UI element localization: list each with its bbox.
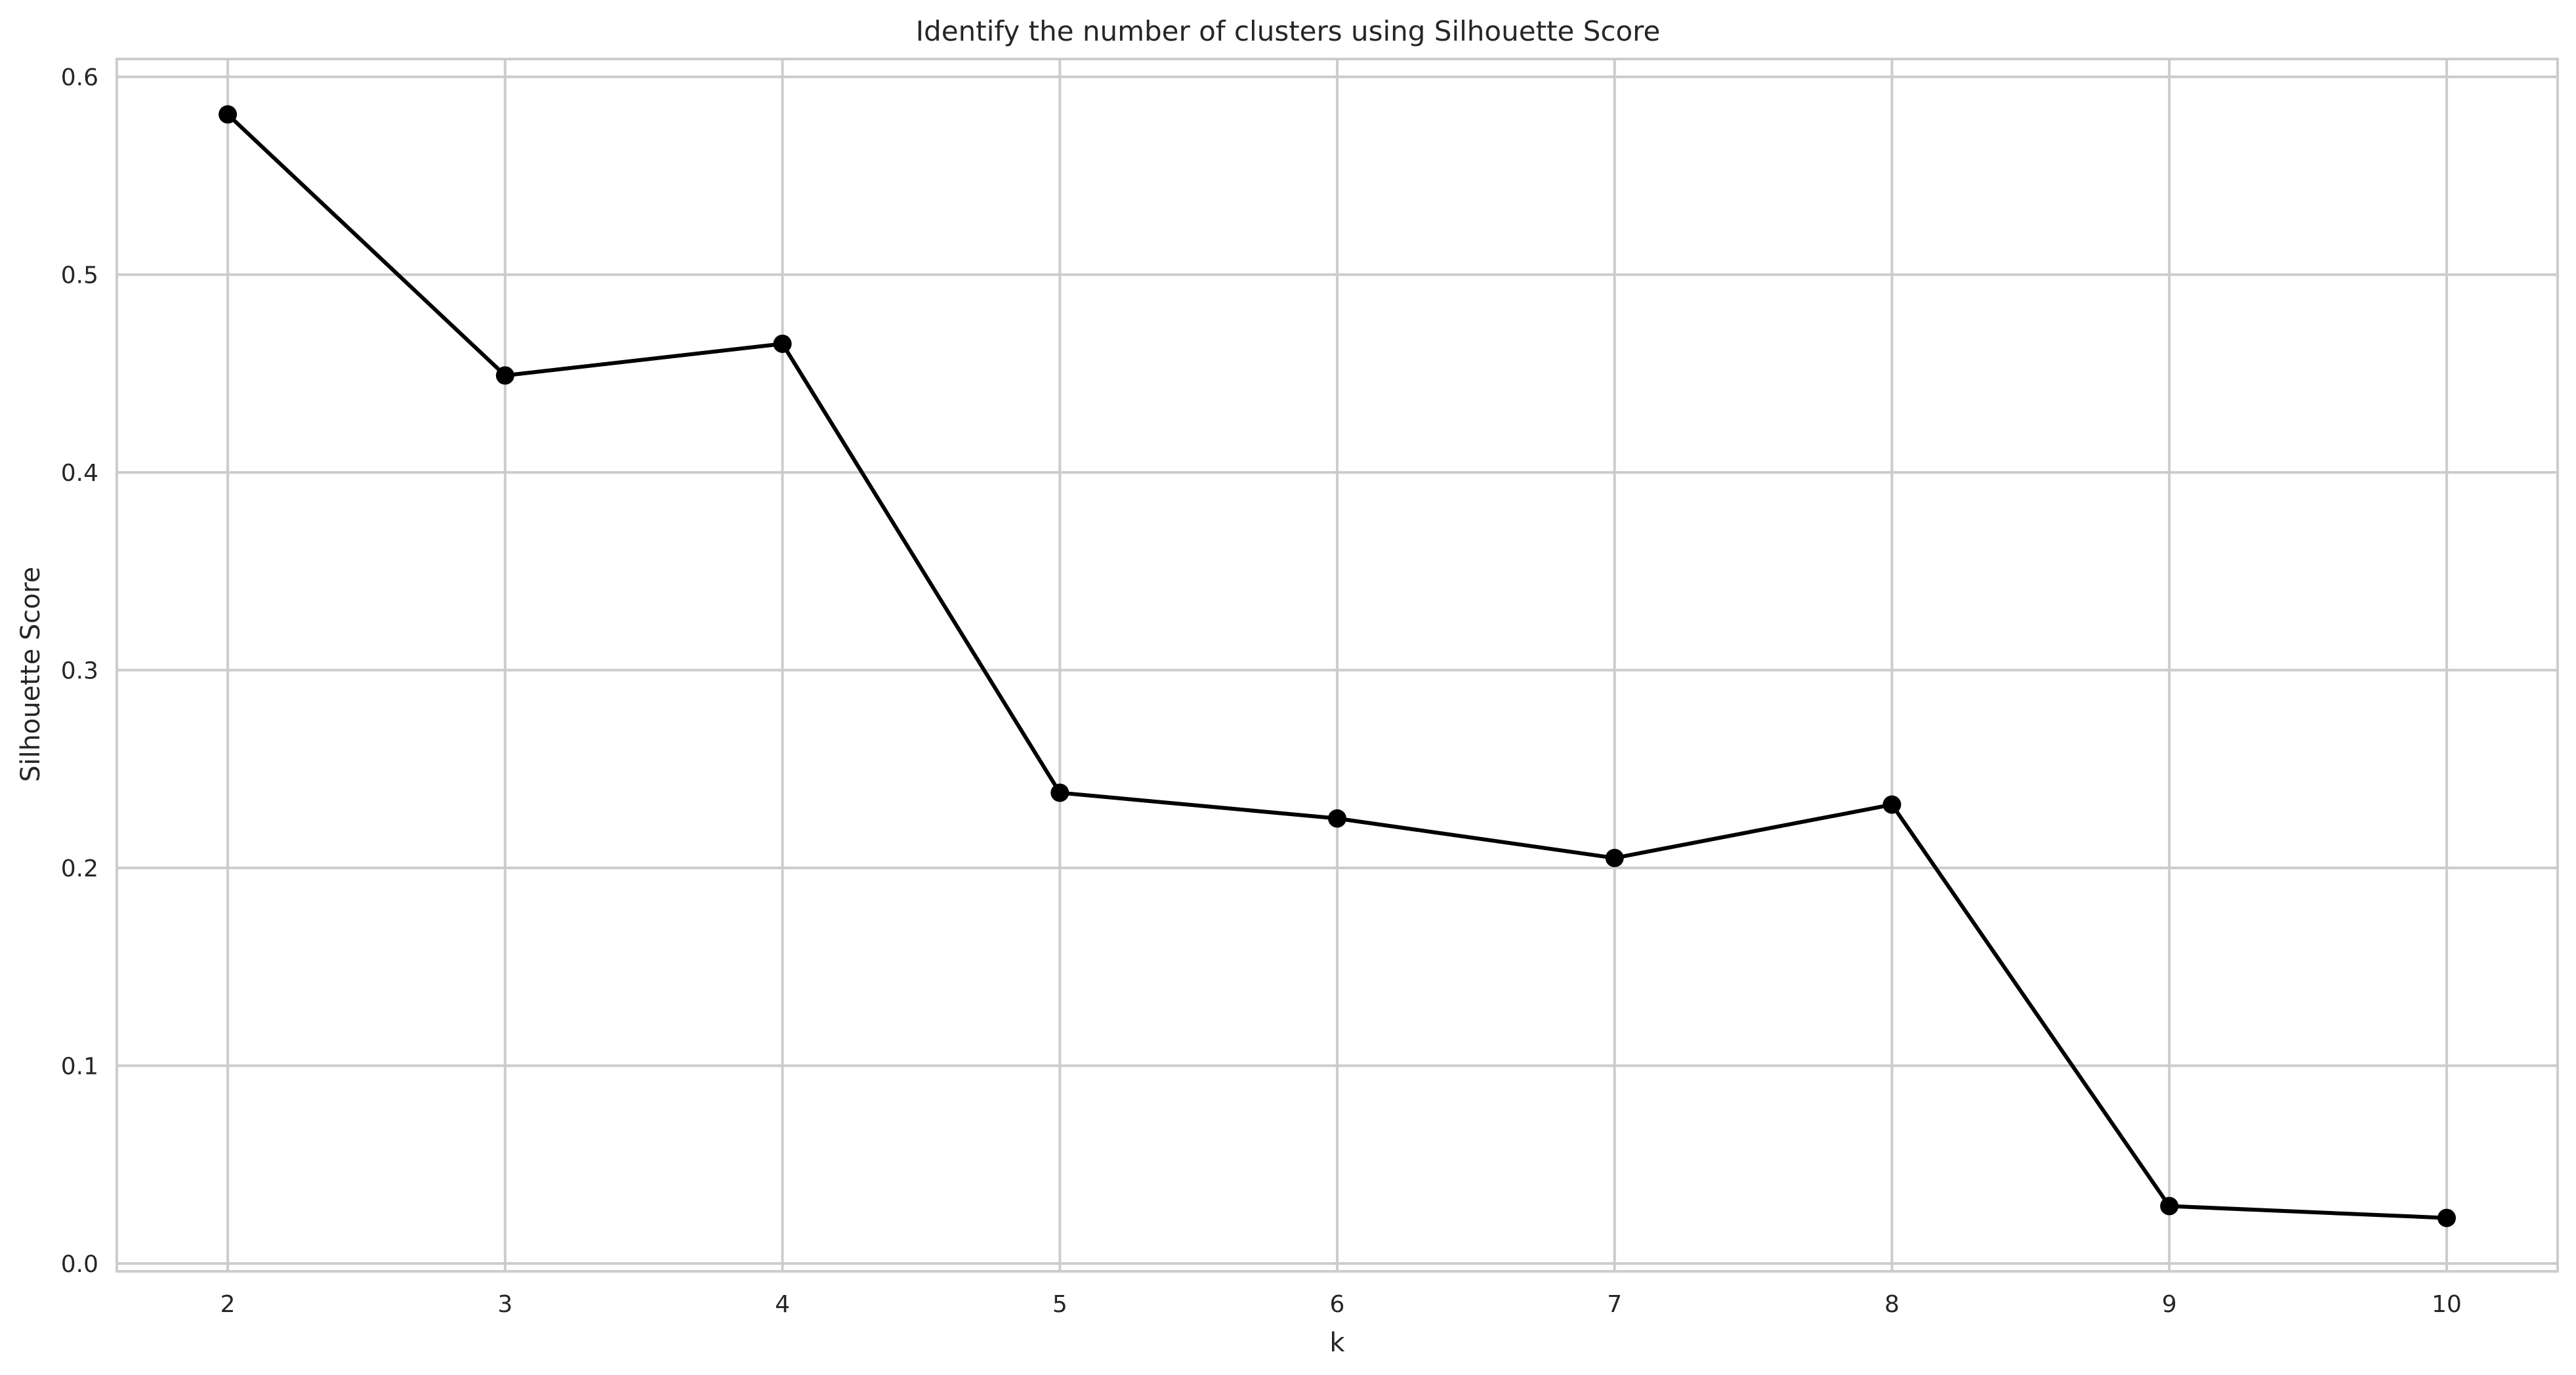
x-tick-label: 2 (220, 1291, 236, 1318)
data-point (1050, 783, 1070, 802)
data-point (2437, 1208, 2456, 1227)
data-point (773, 335, 792, 354)
tick-labels: 2 3 4 5 6 7 8 9 10 0.0 0.1 0.2 0.3 0.4 0.5 0.6 (61, 64, 2462, 1318)
y-tick-label: 0.6 (61, 64, 98, 91)
data-point (218, 105, 238, 124)
y-tick-label: 0.1 (61, 1053, 98, 1080)
plot-frame (115, 58, 2559, 1273)
data-point (2160, 1197, 2179, 1216)
data-point (1605, 848, 1624, 867)
x-tick-label: 10 (2432, 1291, 2462, 1318)
data-point (495, 366, 514, 385)
y-axis-label: Silhouette Score (16, 567, 46, 782)
chart-title: Identify the number of clusters using Si… (916, 15, 1661, 47)
y-tick-label: 0.3 (61, 658, 98, 685)
data-point (1328, 809, 1346, 828)
y-tick-label: 0.2 (61, 855, 98, 882)
y-tick-label: 0.0 (61, 1251, 98, 1278)
series-layer (218, 105, 2456, 1227)
x-tick-label: 4 (775, 1291, 790, 1318)
y-tick-label: 0.5 (61, 262, 98, 289)
x-tick-label: 8 (1884, 1291, 1900, 1318)
x-tick-label: 5 (1052, 1291, 1068, 1318)
x-tick-label: 6 (1330, 1291, 1345, 1318)
x-tick-label: 3 (497, 1291, 512, 1318)
y-tick-label: 0.4 (61, 460, 98, 487)
data-point (1882, 795, 1901, 814)
x-tick-label: 9 (2162, 1291, 2177, 1318)
x-axis-label: k (1329, 1328, 1345, 1358)
grid (117, 59, 2558, 1271)
x-tick-label: 7 (1607, 1291, 1622, 1318)
